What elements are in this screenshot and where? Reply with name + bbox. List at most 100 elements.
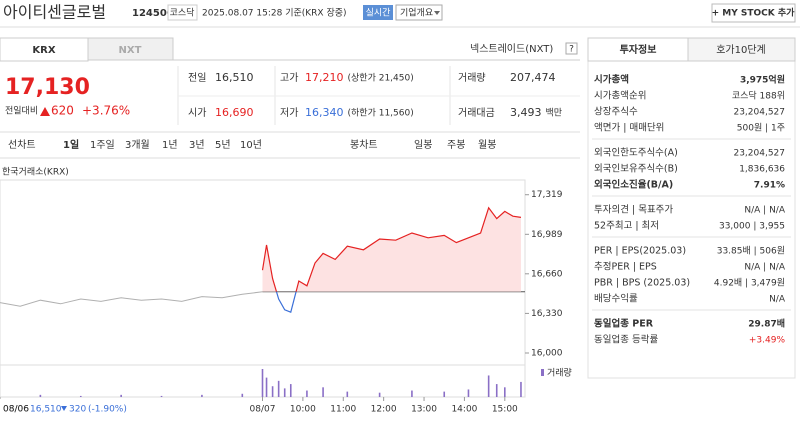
period-button[interactable]: 3년 (189, 139, 205, 151)
info-value: 코스닥 188위 (732, 91, 785, 102)
volume-bar (241, 393, 244, 397)
y-tick-label: 17,319 (531, 190, 563, 200)
volume-bar (378, 392, 381, 397)
tab-nxt[interactable] (87, 37, 174, 61)
candle-button[interactable]: 일봉 (414, 139, 432, 151)
info-value: 3,975억원 (740, 74, 785, 86)
volume-legend-swatch (541, 369, 544, 376)
company-info-button[interactable] (395, 4, 443, 21)
down-icon (61, 406, 67, 411)
info-value: N/A (769, 295, 786, 305)
up-icon (40, 107, 50, 116)
candle-button[interactable]: 주봉 (447, 139, 465, 151)
candle-button[interactable]: 월봉 (478, 139, 496, 151)
realtime-badge[interactable] (363, 5, 393, 20)
change-label: 전일대비 (5, 106, 38, 117)
stat-value: 207,474 (510, 71, 556, 84)
volume-bar (283, 388, 286, 397)
x-tick-label: 14:00 (451, 405, 477, 415)
add-button[interactable] (711, 3, 796, 23)
nxt-link[interactable]: 넥스트레이드(NXT) (470, 43, 553, 55)
period-button[interactable]: 5년 (215, 139, 231, 151)
realtime[interactable]: 실시간 (366, 8, 391, 19)
info-label: 동일업종 PER (594, 318, 654, 330)
volume-bar (289, 384, 292, 397)
y-tick-label: 16,330 (531, 309, 563, 319)
tab-nxt-label[interactable]: NXT (119, 45, 142, 56)
volume-bar (467, 389, 470, 397)
x-tick-label: 08/06 (3, 405, 29, 415)
stat-value: 16,690 (215, 106, 254, 119)
volume-bar (265, 377, 268, 397)
volume-bar (201, 394, 203, 397)
side-panel (587, 37, 796, 379)
info-value: 7.91% (754, 181, 785, 191)
stat-label: 거래대금 (458, 107, 495, 119)
period-button[interactable]: 1일 (63, 138, 79, 151)
x-tick-label: 15:00 (492, 405, 518, 415)
stat-label: 전일 (188, 72, 206, 84)
change-rate: +3.76% (82, 104, 130, 118)
period-button[interactable]: 1주일 (90, 139, 115, 151)
side-tab[interactable] (687, 37, 796, 62)
info-label: 시가총액순위 (594, 90, 646, 102)
help-icon-mark: ? (569, 45, 574, 55)
prev-price-line (0, 291, 263, 307)
add-button-label[interactable]: + MY STOCK 추가 (712, 7, 796, 19)
y-tick-label: 16,000 (531, 349, 563, 359)
info-value: 500원 | 1주 (737, 123, 785, 134)
help-icon[interactable] (565, 42, 578, 55)
info-label: PBR | BPS (2025.03) (594, 278, 690, 289)
stat-label: 거래량 (458, 72, 486, 84)
info-label: 투자의견 | 목표주가 (594, 204, 673, 216)
info-value: +3.49% (749, 336, 786, 346)
volume-bar (306, 390, 308, 397)
price-line-below (275, 291, 297, 314)
stat-value: 17,210 (305, 71, 344, 84)
x-tick-label: 13:00 (411, 405, 437, 415)
info-label: 외국인소진율(B/A) (594, 179, 673, 191)
period-button[interactable]: 10년 (240, 139, 262, 151)
volume-bar (39, 394, 42, 397)
change: 620 (51, 104, 74, 118)
info-value: 33,000 | 3,955 (719, 222, 785, 232)
footer-price: 16,510 (30, 405, 62, 415)
side-tab-label[interactable]: 투자정보 (620, 43, 657, 56)
volume-bar (346, 391, 349, 397)
volume-bar (277, 380, 280, 397)
x-tick-label: 11:00 (330, 405, 356, 415)
info-value: 23,204,527 (733, 108, 785, 118)
candle-chart-label: 봉차트 (350, 139, 378, 151)
info-label: 외국인한도주식수(A) (594, 147, 678, 159)
volume-bar (520, 381, 522, 397)
stat-note: (하한가 11,560) (348, 108, 414, 119)
volume-bar (411, 390, 413, 397)
chart-source: 한국거래소(KRX) (2, 167, 69, 178)
stat-value: 16,340 (305, 106, 344, 119)
x-tick-label: 08/07 (250, 405, 276, 415)
info-label: PER | EPS(2025.03) (594, 246, 686, 257)
period-button[interactable]: 1년 (162, 139, 178, 151)
footer-change: 320 (69, 405, 86, 415)
company-info[interactable]: 기업개요 (400, 8, 433, 19)
info-label: 배당수익률 (594, 293, 638, 305)
info-value: 4.92배 | 3,479원 (714, 278, 785, 289)
info-label: 동일업종 등락률 (594, 334, 658, 346)
stat-label: 고가 (280, 72, 298, 84)
current-price: 17,130 (5, 75, 90, 100)
stock-name: 아이티센글로벌 (3, 3, 106, 22)
volume-bar (443, 391, 446, 397)
price-line (261, 206, 522, 292)
stat-label: 저가 (280, 107, 298, 119)
side-tab-label[interactable]: 호가10단계 (716, 44, 766, 56)
period-button[interactable]: 3개월 (125, 139, 150, 151)
volume-bar (120, 394, 122, 397)
volume-bar (160, 395, 163, 397)
datetime: 2025.08.07 15:28 기준(KRX 장중) (202, 8, 347, 19)
volume-bar (504, 387, 506, 397)
info-label: 추정PER | EPS (594, 262, 657, 273)
tab-krx-label[interactable]: KRX (32, 45, 55, 56)
dropdown-icon (434, 11, 440, 15)
